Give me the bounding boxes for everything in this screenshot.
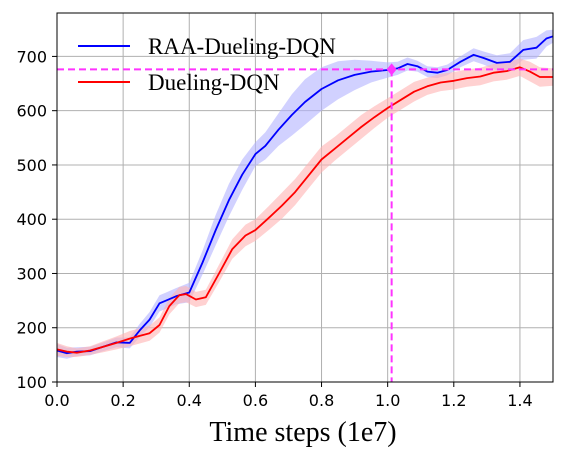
legend: RAA-Dueling-DQN Dueling-DQN	[78, 34, 336, 95]
y-tick-label: 400	[16, 210, 47, 229]
x-axis-title: Time steps (1e7)	[209, 417, 396, 448]
y-tick-label: 300	[16, 264, 47, 283]
x-tick-label: 0.0	[44, 391, 69, 410]
x-tick-label: 0.6	[243, 391, 268, 410]
x-tick-label: 0.4	[177, 391, 202, 410]
y-tick-label: 700	[16, 47, 47, 66]
x-tick-label: 1.4	[507, 391, 532, 410]
series-line	[56, 66, 553, 354]
axis-ticks: 0.0 0.2 0.4 0.6 0.8 1.0 1.2 1.4 100 200 300 400 500 6…	[16, 47, 532, 410]
reference-lines	[57, 63, 553, 382]
intersection-marker	[386, 63, 397, 76]
x-tick-label: 1.2	[441, 391, 466, 410]
y-tick-label: 100	[16, 373, 47, 392]
confidence-bands	[57, 29, 553, 359]
y-tick-label: 200	[16, 319, 47, 338]
x-tick-label: 0.2	[110, 391, 135, 410]
series-lines	[56, 35, 554, 355]
y-tick-label: 600	[16, 102, 47, 121]
x-tick-label: 0.8	[309, 391, 334, 410]
x-tick-label: 1.0	[375, 391, 400, 410]
y-tick-label: 500	[16, 156, 47, 175]
legend-label: Dueling-DQN	[148, 70, 280, 95]
series-line	[56, 35, 554, 355]
legend-label: RAA-Dueling-DQN	[148, 34, 336, 59]
plot-frame	[56, 12, 554, 383]
